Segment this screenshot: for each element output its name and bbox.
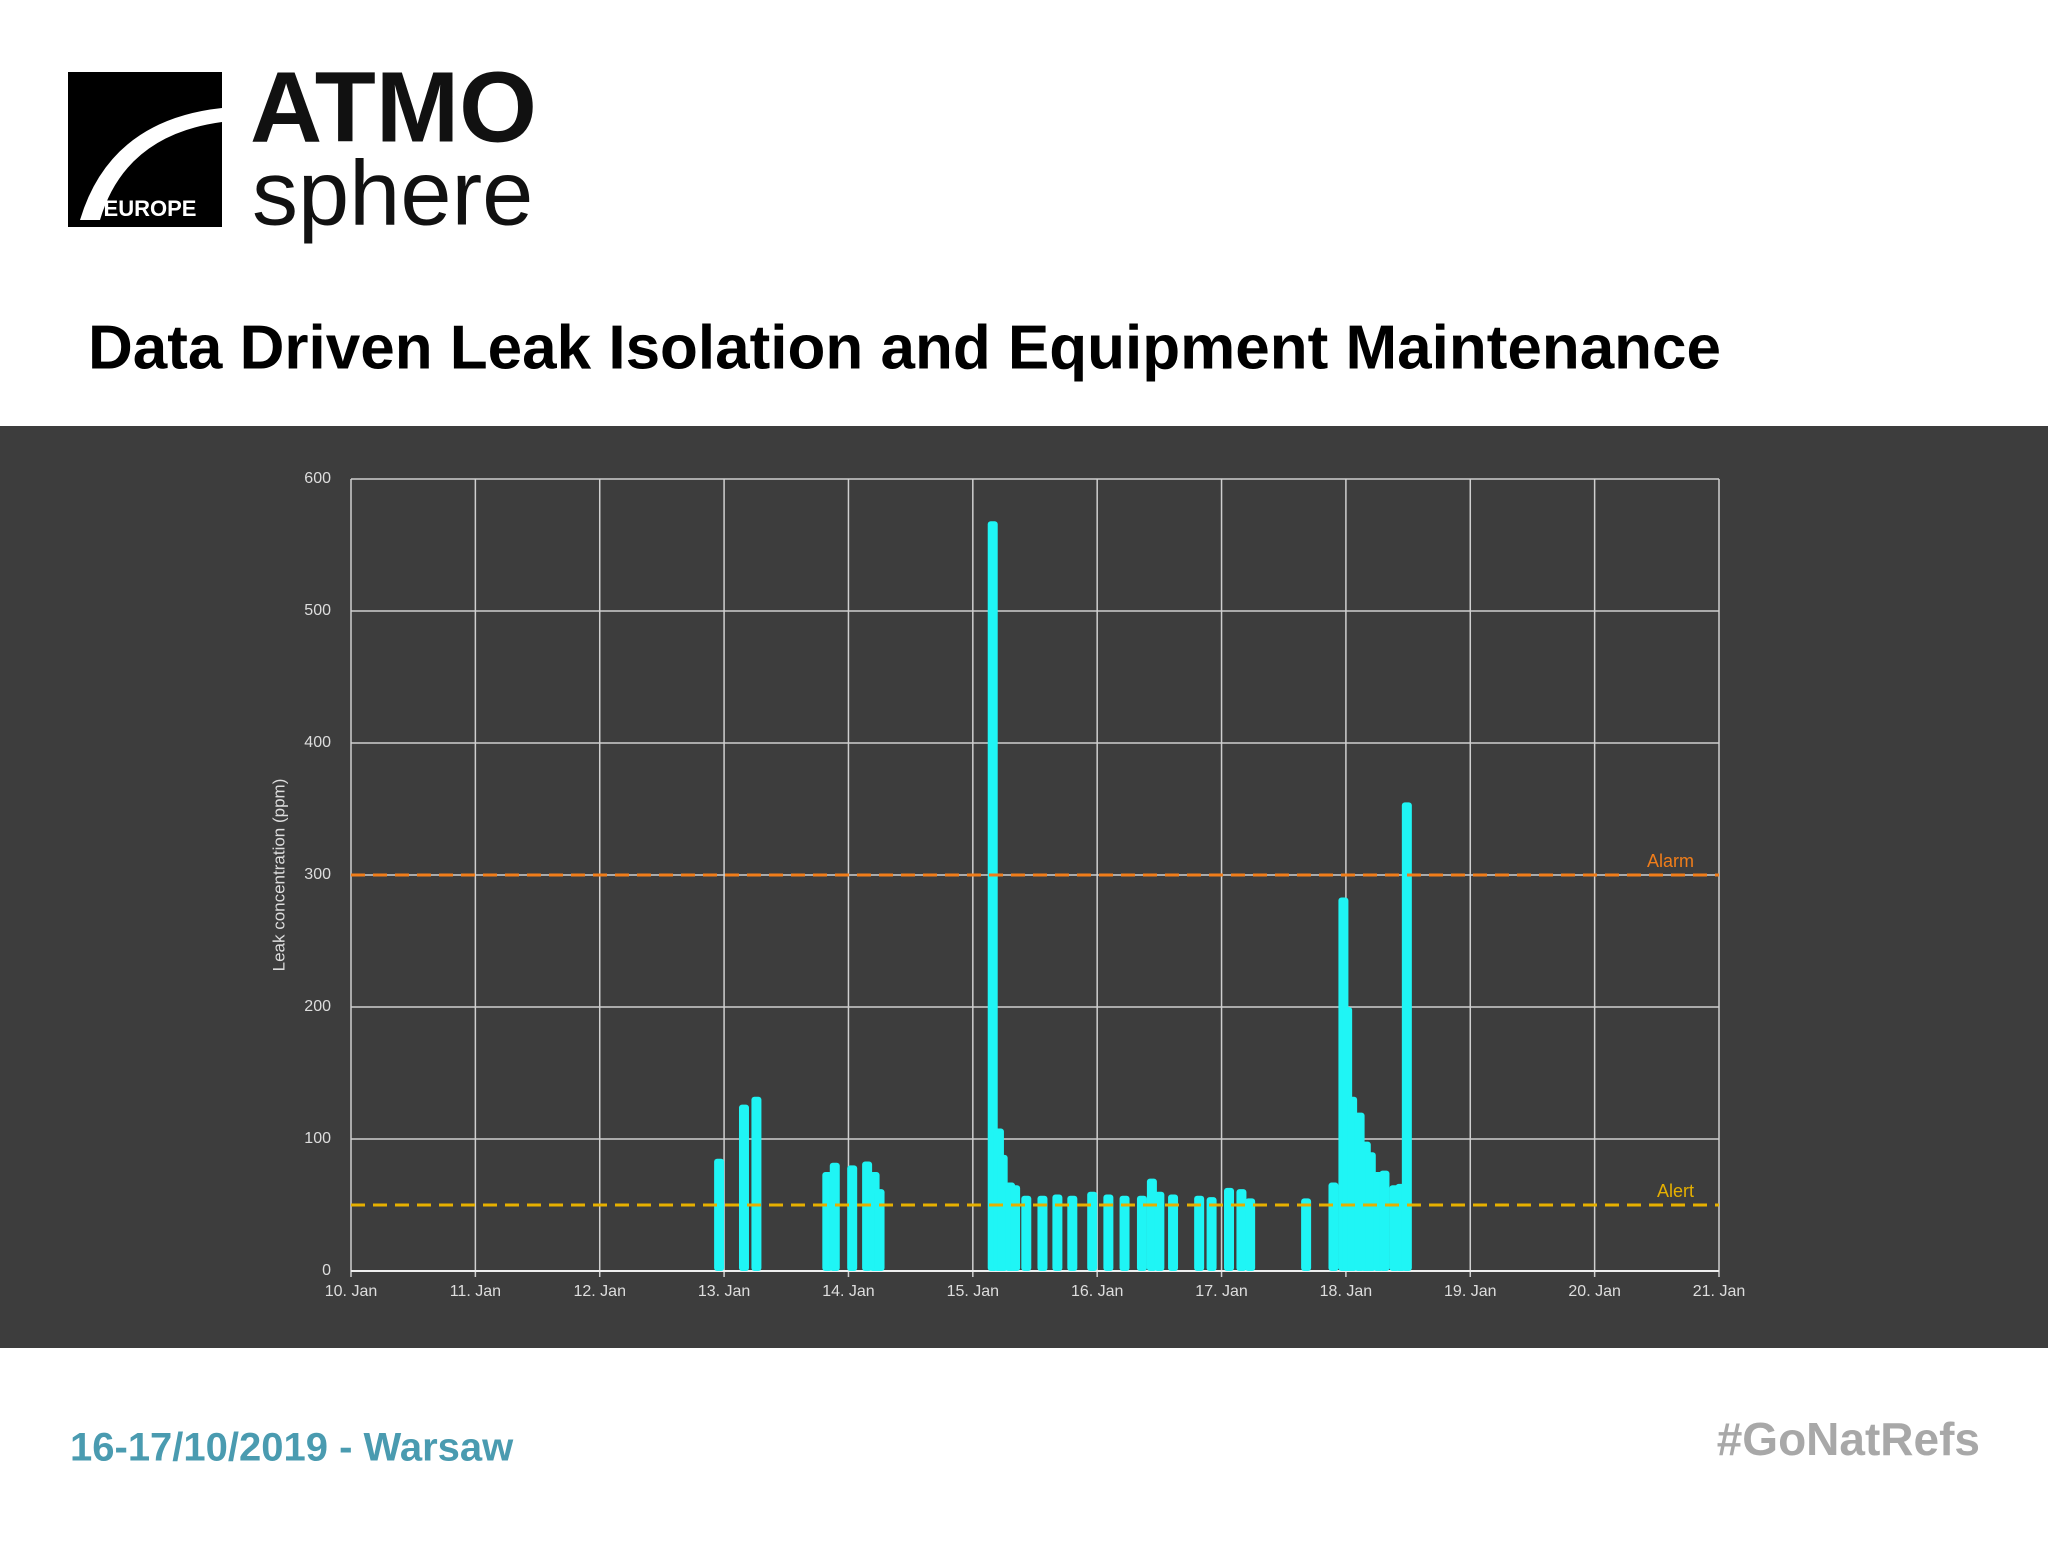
chart-panel [0, 426, 2048, 1348]
x-tick-label: 14. Jan [822, 1283, 874, 1300]
footer-right: #GoNatRefs [1717, 1413, 1980, 1465]
bar [1236, 1189, 1247, 1271]
bar [1301, 1198, 1312, 1271]
bar [1245, 1198, 1256, 1271]
bar [829, 1162, 840, 1271]
y-tick-label: 600 [304, 470, 331, 487]
y-tick-label: 200 [304, 998, 331, 1015]
logo-curve [80, 108, 222, 220]
bar [1224, 1187, 1235, 1271]
x-tick-label: 13. Jan [698, 1283, 750, 1300]
bar [1206, 1197, 1217, 1271]
bar [1103, 1194, 1114, 1271]
x-tick-label: 12. Jan [573, 1283, 625, 1300]
bar [738, 1104, 749, 1271]
x-tick-label: 20. Jan [1568, 1283, 1620, 1300]
y-tick-label: 500 [304, 602, 331, 619]
y-tick-label: 100 [304, 1130, 331, 1147]
x-tick-label: 19. Jan [1444, 1283, 1496, 1300]
bar [751, 1096, 762, 1271]
y-axis-label: Leak concentration (ppm) [269, 779, 288, 972]
bar [1154, 1191, 1165, 1271]
bar [1194, 1195, 1205, 1271]
bar [1067, 1195, 1078, 1271]
bar [1401, 802, 1412, 1271]
logo-line1: ATMO [250, 51, 537, 163]
bar [1010, 1185, 1021, 1271]
x-tick-label: 17. Jan [1195, 1283, 1247, 1300]
y-tick-label: 300 [304, 866, 331, 883]
x-tick-label: 10. Jan [325, 1283, 377, 1300]
bar [1052, 1194, 1063, 1271]
bar [714, 1158, 725, 1271]
bar [1037, 1195, 1048, 1271]
threshold-label: Alert [1657, 1181, 1694, 1201]
bar [1328, 1182, 1339, 1271]
bar [987, 521, 998, 1271]
x-tick-label: 16. Jan [1071, 1283, 1123, 1300]
x-tick-label: 18. Jan [1320, 1283, 1372, 1300]
footer-left: 16-17/10/2019 - Warsaw [70, 1426, 514, 1470]
logo-line2: sphere [252, 142, 533, 244]
bar [1168, 1194, 1179, 1271]
bar [1119, 1195, 1130, 1271]
bar [1021, 1195, 1032, 1271]
bar [1087, 1191, 1098, 1271]
logo-badge: EUROPE [104, 196, 197, 221]
y-tick-label: 400 [304, 734, 331, 751]
threshold-label: Alarm [1647, 851, 1694, 871]
chart-title: Data Driven Leak Isolation and Equipment… [88, 313, 1721, 382]
bar [1136, 1195, 1147, 1271]
x-tick-label: 11. Jan [450, 1283, 501, 1300]
bar [874, 1189, 885, 1271]
x-tick-label: 21. Jan [1693, 1283, 1745, 1300]
bar [847, 1165, 858, 1271]
y-tick-label: 0 [322, 1262, 331, 1279]
bar [1379, 1170, 1390, 1271]
x-tick-label: 15. Jan [947, 1283, 999, 1300]
